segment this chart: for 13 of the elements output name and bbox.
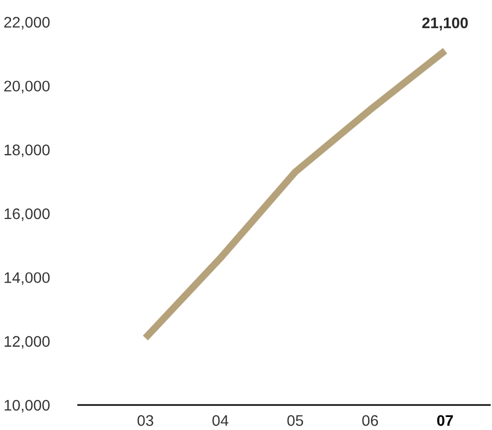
y-tick-label: 10,000 [4, 400, 50, 412]
y-tick-label: 18,000 [4, 144, 50, 158]
y-tick-label: 14,000 [4, 272, 50, 285]
x-tick-label: 07 [437, 415, 453, 426]
y-tick-label: 12,000 [4, 336, 50, 349]
y-tick-label: 16,000 [4, 208, 50, 221]
x-tick-label: 05 [287, 415, 304, 426]
annotation: 21,100 [422, 17, 468, 30]
y-tick-label: 20,000 [4, 80, 50, 94]
x-tick-label: 04 [212, 415, 228, 426]
x-tick-label: 03 [138, 415, 154, 426]
x-tick-label: 06 [362, 415, 378, 426]
y-tick-label: 22,000 [4, 16, 50, 30]
